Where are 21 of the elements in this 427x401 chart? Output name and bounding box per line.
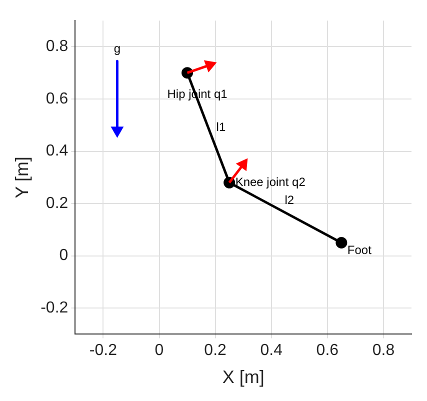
x-tick-label: 0.8 — [372, 342, 395, 360]
annotation: Knee joint q2 — [235, 174, 306, 189]
annotation: g — [114, 41, 121, 56]
x-tick-label: 0.4 — [260, 342, 283, 360]
y-tick-label: 0 — [59, 247, 68, 264]
x-tick-label: 0.6 — [316, 342, 339, 360]
y-tick-label: 0.2 — [46, 194, 68, 212]
x-tick-label: 0 — [154, 342, 164, 360]
y-axis-title: Y [m] — [12, 156, 32, 198]
annotation: Foot — [347, 243, 372, 258]
y-tick-label: -0.2 — [40, 299, 68, 316]
point — [336, 236, 348, 248]
annotation: l1 — [216, 120, 226, 134]
x-tick-label: -0.2 — [89, 342, 118, 360]
x-tick-label: 0.2 — [204, 342, 227, 360]
y-tick-label: 0.8 — [46, 38, 68, 56]
y-tick-label: 0.4 — [46, 142, 68, 160]
y-tick-label: 0.6 — [46, 90, 68, 108]
x-axis-title: X [m] — [222, 367, 264, 388]
point — [237, 159, 248, 170]
annotation: l2 — [284, 192, 294, 207]
